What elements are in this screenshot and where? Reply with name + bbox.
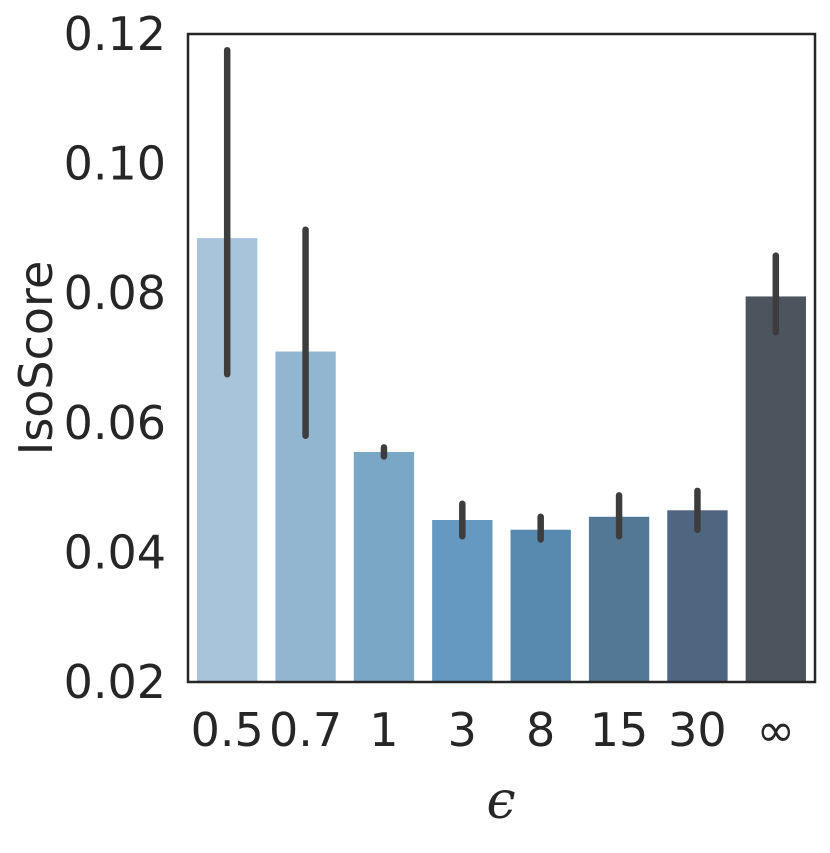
plot-frame [186, 32, 817, 684]
y-tick-label-5: 0.12 [64, 7, 166, 61]
bar-5 [588, 516, 650, 682]
bars-group [197, 238, 806, 682]
x-tick-label-3: 3 [448, 703, 477, 757]
x-tick-label-6: 30 [668, 703, 727, 757]
x-tick-label-5: 15 [590, 703, 649, 757]
bar-3 [432, 520, 493, 682]
bar-6 [667, 510, 728, 682]
y-tick-label-3: 0.08 [64, 266, 166, 320]
bar-2 [353, 451, 415, 682]
y-tick-label-1: 0.04 [64, 525, 166, 579]
x-tick-label-4: 8 [526, 703, 555, 757]
bar-7 [745, 296, 806, 682]
x-tick-labels: 0.5 0.7 1 3 8 15 30 ∞ [191, 703, 795, 757]
x-tick-label-1: 0.7 [269, 703, 342, 757]
x-tick-label-2: 1 [369, 703, 398, 757]
y-tick-label-0: 0.02 [64, 655, 166, 709]
y-axis-label: IsoScore [9, 261, 63, 456]
y-tick-label-4: 0.10 [64, 137, 166, 191]
x-tick-label-0: 0.5 [191, 703, 264, 757]
x-axis-label: ϵ [486, 771, 515, 831]
y-tick-labels: 0.02 0.04 0.06 0.08 0.10 0.12 [64, 7, 166, 709]
bar-4 [510, 529, 571, 682]
x-tick-label-7: ∞ [757, 703, 795, 757]
y-tick-label-2: 0.06 [64, 396, 166, 450]
error-bars-group [223, 46, 780, 543]
